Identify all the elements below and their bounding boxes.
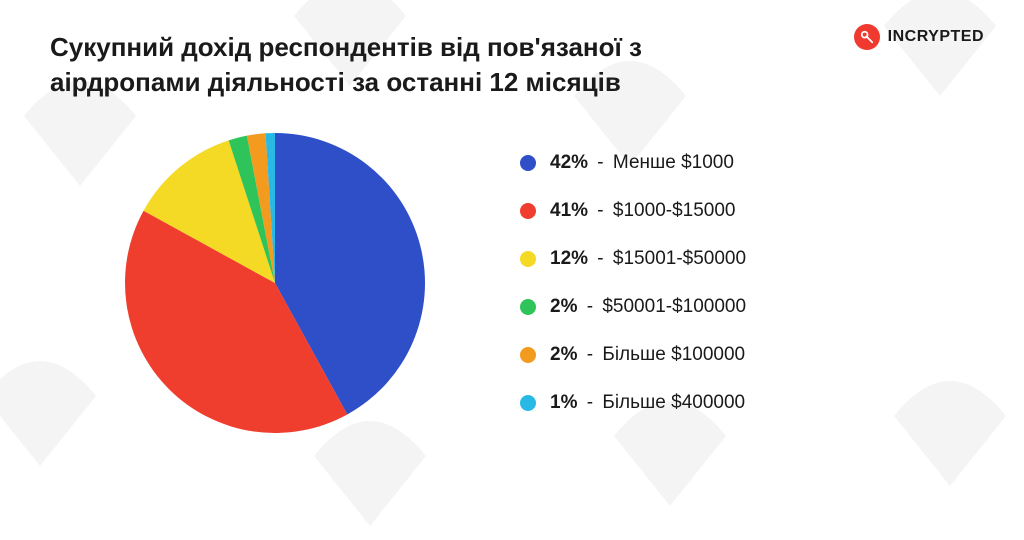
legend-text: 1% - Більше $400000 — [550, 392, 745, 414]
legend-percent: 1% — [550, 392, 577, 413]
brand-name: INCRYPTED — [888, 28, 984, 46]
legend-percent: 42% — [550, 152, 588, 173]
legend-label: Більше $400000 — [602, 392, 745, 413]
legend-label: $50001-$100000 — [602, 296, 746, 317]
legend-text: 2% - $50001-$100000 — [550, 296, 746, 318]
brand-logo: INCRYPTED — [854, 24, 984, 50]
legend-item: 41% - $1000-$15000 — [520, 200, 746, 222]
legend-swatch — [520, 203, 536, 219]
legend-text: 42% - Менше $1000 — [550, 152, 734, 174]
legend: 42% - Менше $1000 41% - $1000-$15000 12% -… — [520, 152, 746, 414]
legend-text: 12% - $15001-$50000 — [550, 248, 746, 270]
legend-item: 2% - $50001-$100000 — [520, 296, 746, 318]
legend-swatch — [520, 347, 536, 363]
legend-separator: - — [592, 200, 609, 221]
legend-item: 2% - Більше $100000 — [520, 344, 746, 366]
legend-text: 41% - $1000-$15000 — [550, 200, 736, 222]
legend-percent: 2% — [550, 296, 577, 317]
brand-logo-mark — [854, 24, 880, 50]
legend-label: Менше $1000 — [613, 152, 734, 173]
legend-swatch — [520, 155, 536, 171]
legend-item: 42% - Менше $1000 — [520, 152, 746, 174]
chart-title: Сукупний дохід респондентів від пов'язан… — [50, 30, 770, 100]
legend-percent: 12% — [550, 248, 588, 269]
legend-label: $15001-$50000 — [613, 248, 746, 269]
legend-separator: - — [581, 392, 598, 413]
legend-percent: 2% — [550, 344, 577, 365]
legend-separator: - — [581, 296, 598, 317]
legend-text: 2% - Більше $100000 — [550, 344, 745, 366]
legend-item: 1% - Більше $400000 — [520, 392, 746, 414]
key-icon — [860, 30, 874, 44]
legend-separator: - — [592, 248, 609, 269]
legend-item: 12% - $15001-$50000 — [520, 248, 746, 270]
legend-swatch — [520, 395, 536, 411]
legend-label: $1000-$15000 — [613, 200, 736, 221]
legend-separator: - — [581, 344, 598, 365]
legend-swatch — [520, 299, 536, 315]
legend-label: Більше $100000 — [602, 344, 745, 365]
legend-swatch — [520, 251, 536, 267]
chart-container: 42% - Менше $1000 41% - $1000-$15000 12% -… — [50, 118, 974, 448]
legend-separator: - — [592, 152, 609, 173]
pie-chart — [110, 118, 440, 448]
legend-percent: 41% — [550, 200, 588, 221]
